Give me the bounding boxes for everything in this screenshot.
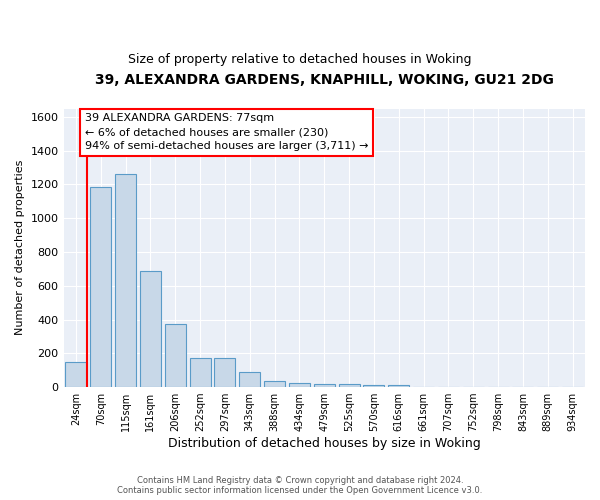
Y-axis label: Number of detached properties: Number of detached properties: [15, 160, 25, 336]
Bar: [190, 358, 211, 387]
Bar: [364, 385, 385, 387]
Bar: [115, 174, 136, 387]
Bar: [214, 358, 235, 387]
Text: 39 ALEXANDRA GARDENS: 77sqm
← 6% of detached houses are smaller (230)
94% of sem: 39 ALEXANDRA GARDENS: 77sqm ← 6% of deta…: [85, 113, 368, 151]
Text: Size of property relative to detached houses in Woking: Size of property relative to detached ho…: [128, 52, 472, 66]
Title: 39, ALEXANDRA GARDENS, KNAPHILL, WOKING, GU21 2DG: 39, ALEXANDRA GARDENS, KNAPHILL, WOKING,…: [95, 72, 554, 86]
Bar: [65, 362, 86, 387]
Bar: [388, 385, 409, 387]
X-axis label: Distribution of detached houses by size in Woking: Distribution of detached houses by size …: [168, 437, 481, 450]
Bar: [264, 381, 285, 387]
Text: Contains HM Land Registry data © Crown copyright and database right 2024.
Contai: Contains HM Land Registry data © Crown c…: [118, 476, 482, 495]
Bar: [239, 372, 260, 387]
Bar: [165, 324, 186, 387]
Bar: [314, 384, 335, 387]
Bar: [90, 187, 112, 387]
Bar: [140, 272, 161, 387]
Bar: [289, 383, 310, 387]
Bar: [338, 384, 359, 387]
